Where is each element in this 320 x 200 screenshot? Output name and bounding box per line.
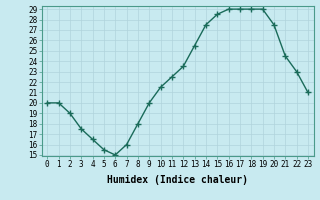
X-axis label: Humidex (Indice chaleur): Humidex (Indice chaleur) — [107, 175, 248, 185]
